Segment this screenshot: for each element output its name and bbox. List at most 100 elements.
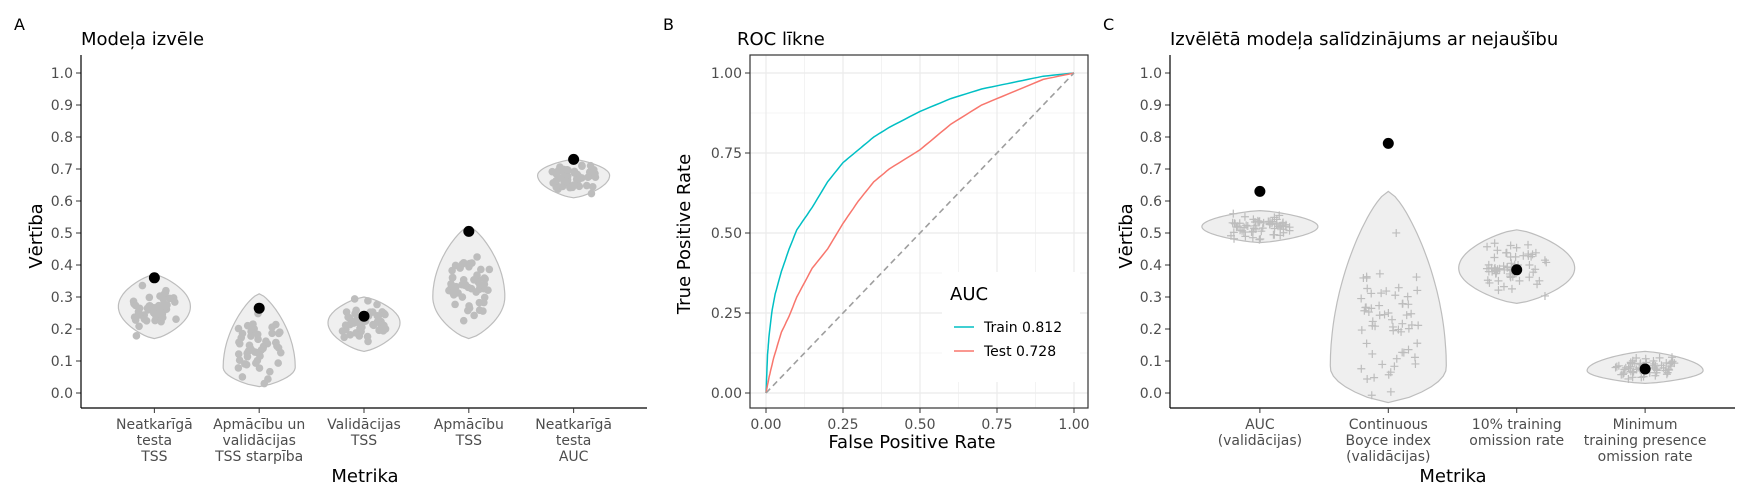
jitter-point xyxy=(1363,284,1372,293)
jitter-point xyxy=(1410,353,1419,362)
jitter-point xyxy=(1491,269,1500,278)
jitter-point xyxy=(1285,226,1294,235)
jitter-point xyxy=(1232,223,1241,232)
jitter-point xyxy=(1388,322,1397,331)
jitter-point xyxy=(1540,291,1549,300)
jitter-point xyxy=(346,331,354,339)
y-tick-label: 0.6 xyxy=(51,194,73,210)
panel-b: B ROC līkne 0.00 0.25 0.50 0.75 1.00 0.00 0.25… xyxy=(663,15,1090,453)
panel-c-y-axis-title: Vērtība xyxy=(1116,203,1137,268)
plot-border xyxy=(749,54,1089,409)
jitter-point xyxy=(356,324,364,333)
y-tick-label: 0.3 xyxy=(1140,290,1162,306)
jitter-point xyxy=(1525,261,1534,270)
jitter-point xyxy=(172,315,180,323)
jitter-point xyxy=(251,348,259,356)
x-tick-label: Apmācību TSS xyxy=(434,417,504,449)
jitter-point xyxy=(1253,216,1262,225)
y-tick-label: 0.9 xyxy=(51,98,73,114)
jitter-point xyxy=(1407,309,1416,318)
jitter-point xyxy=(235,338,243,346)
jitter-point xyxy=(1413,339,1422,348)
jitter-point xyxy=(243,352,252,361)
jitter-point xyxy=(154,301,163,310)
selected-model-point xyxy=(1639,363,1651,375)
jitter-point xyxy=(458,293,467,301)
jitter-point xyxy=(1632,354,1641,363)
x-tick-label: Neatkarīgā testa TSS xyxy=(116,417,193,465)
jitter-point xyxy=(1621,363,1630,372)
jitter-point xyxy=(1392,228,1401,237)
jitter-point xyxy=(1663,368,1672,377)
jitter-point xyxy=(1402,311,1411,320)
y-tick-label: 0.2 xyxy=(1140,322,1162,338)
y-tick-label: 0.75 xyxy=(711,146,742,162)
panel-a-y-axis-title: Vērtība xyxy=(26,203,47,268)
x-tick-label: AUC (validācijas) xyxy=(1218,417,1302,449)
jitter-point xyxy=(273,342,281,350)
jitter-point xyxy=(1241,232,1250,241)
jitter-point xyxy=(1666,362,1675,371)
jitter-point xyxy=(1272,215,1281,224)
jitter-point xyxy=(1619,368,1628,377)
violin-shape xyxy=(1329,190,1447,404)
jitter-point xyxy=(1398,348,1407,357)
y-tick-label: 0.0 xyxy=(51,386,73,402)
jitter-point xyxy=(1386,368,1395,377)
x-tick-label: 1.00 xyxy=(1058,417,1089,433)
panel-a-title: Modeļa izvēle xyxy=(81,29,204,50)
jitter-point xyxy=(449,291,458,299)
jitter-point xyxy=(1357,326,1366,335)
y-tick-label: 0.00 xyxy=(711,386,742,402)
jitter-point xyxy=(1641,354,1650,363)
jitter-point xyxy=(131,301,140,310)
jitter-point xyxy=(1531,248,1540,257)
jitter-point xyxy=(448,266,456,275)
x-tick-label: Apmācību un validācijas TSS starpība xyxy=(213,417,305,465)
jitter-point xyxy=(1499,282,1508,291)
jitter-point xyxy=(1360,306,1369,315)
jitter-point xyxy=(1542,258,1551,267)
legend-label: Train 0.812 xyxy=(983,320,1062,336)
selected-model-point xyxy=(1511,264,1523,276)
jitter-point xyxy=(1624,374,1633,383)
jitter-point xyxy=(459,316,468,325)
jitter-point xyxy=(1611,363,1620,372)
jitter-point xyxy=(1264,217,1273,226)
jitter-point xyxy=(1482,264,1491,273)
y-tick-label: 0.8 xyxy=(1140,130,1162,146)
jitter-point xyxy=(1231,219,1240,228)
jitter-point xyxy=(381,310,389,319)
jitter-point xyxy=(1487,263,1496,272)
panel-a-plot: 0.0 0.1 0.2 0.3 0.4 0.5 0.6 0.7 0.8 0.9 1.0 Neatkar… xyxy=(51,55,647,465)
jitter-point xyxy=(591,173,600,181)
jitter-point xyxy=(552,176,560,185)
jitter-point xyxy=(268,329,276,338)
x-tick-label: Validācijas TSS xyxy=(327,417,401,449)
jitter-point xyxy=(1362,339,1371,348)
jitter-point xyxy=(1528,250,1537,259)
jitter-point xyxy=(1255,235,1264,244)
jitter-point xyxy=(1388,315,1397,324)
y-tick-label: 1.00 xyxy=(711,66,742,82)
jitter-point xyxy=(476,281,484,290)
jitter-point xyxy=(256,352,264,360)
jitter-point xyxy=(1618,370,1627,379)
jitter-point xyxy=(475,298,484,307)
jitter-point xyxy=(1511,252,1520,261)
jitter-point xyxy=(1494,286,1503,295)
jitter-point xyxy=(274,359,282,367)
legend-label: Test 0.728 xyxy=(983,344,1056,360)
jitter-point xyxy=(138,281,147,290)
jitter-point xyxy=(1367,391,1376,400)
jitter-point xyxy=(452,282,460,291)
jitter-point xyxy=(1382,287,1391,296)
jitter-point xyxy=(1363,374,1372,383)
jitter-point xyxy=(459,258,468,267)
jitter-point xyxy=(161,288,170,297)
roc-curve-train xyxy=(765,72,1075,394)
jitter-point xyxy=(1258,224,1267,233)
y-tick-label: 0.9 xyxy=(1140,98,1162,114)
jitter-point xyxy=(1413,286,1422,295)
jitter-point xyxy=(570,181,578,189)
